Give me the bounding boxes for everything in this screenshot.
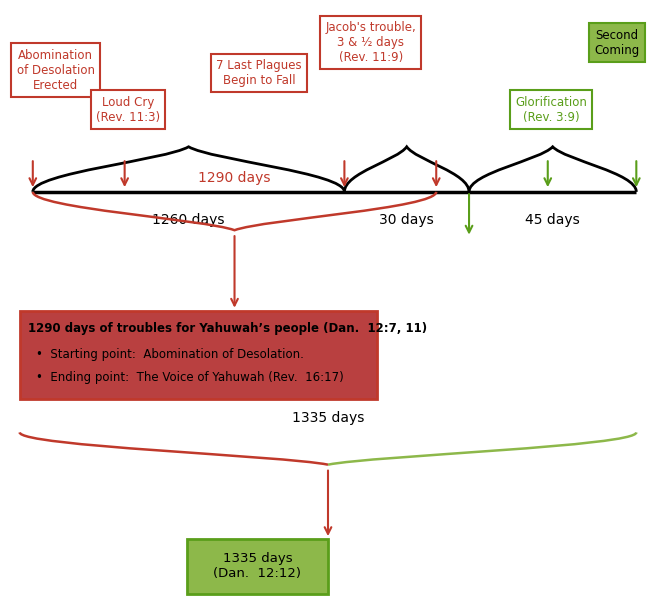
Text: 1335 days
(Dan.  12:12): 1335 days (Dan. 12:12) (213, 552, 302, 580)
Text: Glorification
(Rev. 3:9): Glorification (Rev. 3:9) (515, 96, 587, 124)
FancyBboxPatch shape (187, 539, 328, 594)
Text: 45 days: 45 days (525, 213, 580, 227)
Text: Loud Cry
(Rev. 11:3): Loud Cry (Rev. 11:3) (96, 96, 160, 124)
Text: 1290 days: 1290 days (198, 171, 271, 185)
Text: 1290 days of troubles for Yahuwah’s people (Dan.  12:7, 11): 1290 days of troubles for Yahuwah’s peop… (28, 322, 426, 334)
Text: Second
Coming: Second Coming (594, 29, 639, 57)
Text: 7 Last Plagues
Begin to Fall: 7 Last Plagues Begin to Fall (216, 59, 302, 87)
Text: •  Ending point:  The Voice of Yahuwah (Rev.  16:17): • Ending point: The Voice of Yahuwah (Re… (36, 371, 344, 384)
Text: Abomination
of Desolation
Erected: Abomination of Desolation Erected (17, 49, 94, 91)
Text: Jacob's trouble,
3 & ½ days
(Rev. 11:9): Jacob's trouble, 3 & ½ days (Rev. 11:9) (325, 21, 416, 64)
FancyBboxPatch shape (20, 311, 377, 399)
Text: 1335 days: 1335 days (292, 411, 364, 425)
Text: 30 days: 30 days (379, 213, 434, 227)
Text: •  Starting point:  Abomination of Desolation.: • Starting point: Abomination of Desolat… (36, 348, 304, 361)
Text: 1260 days: 1260 days (152, 213, 225, 227)
